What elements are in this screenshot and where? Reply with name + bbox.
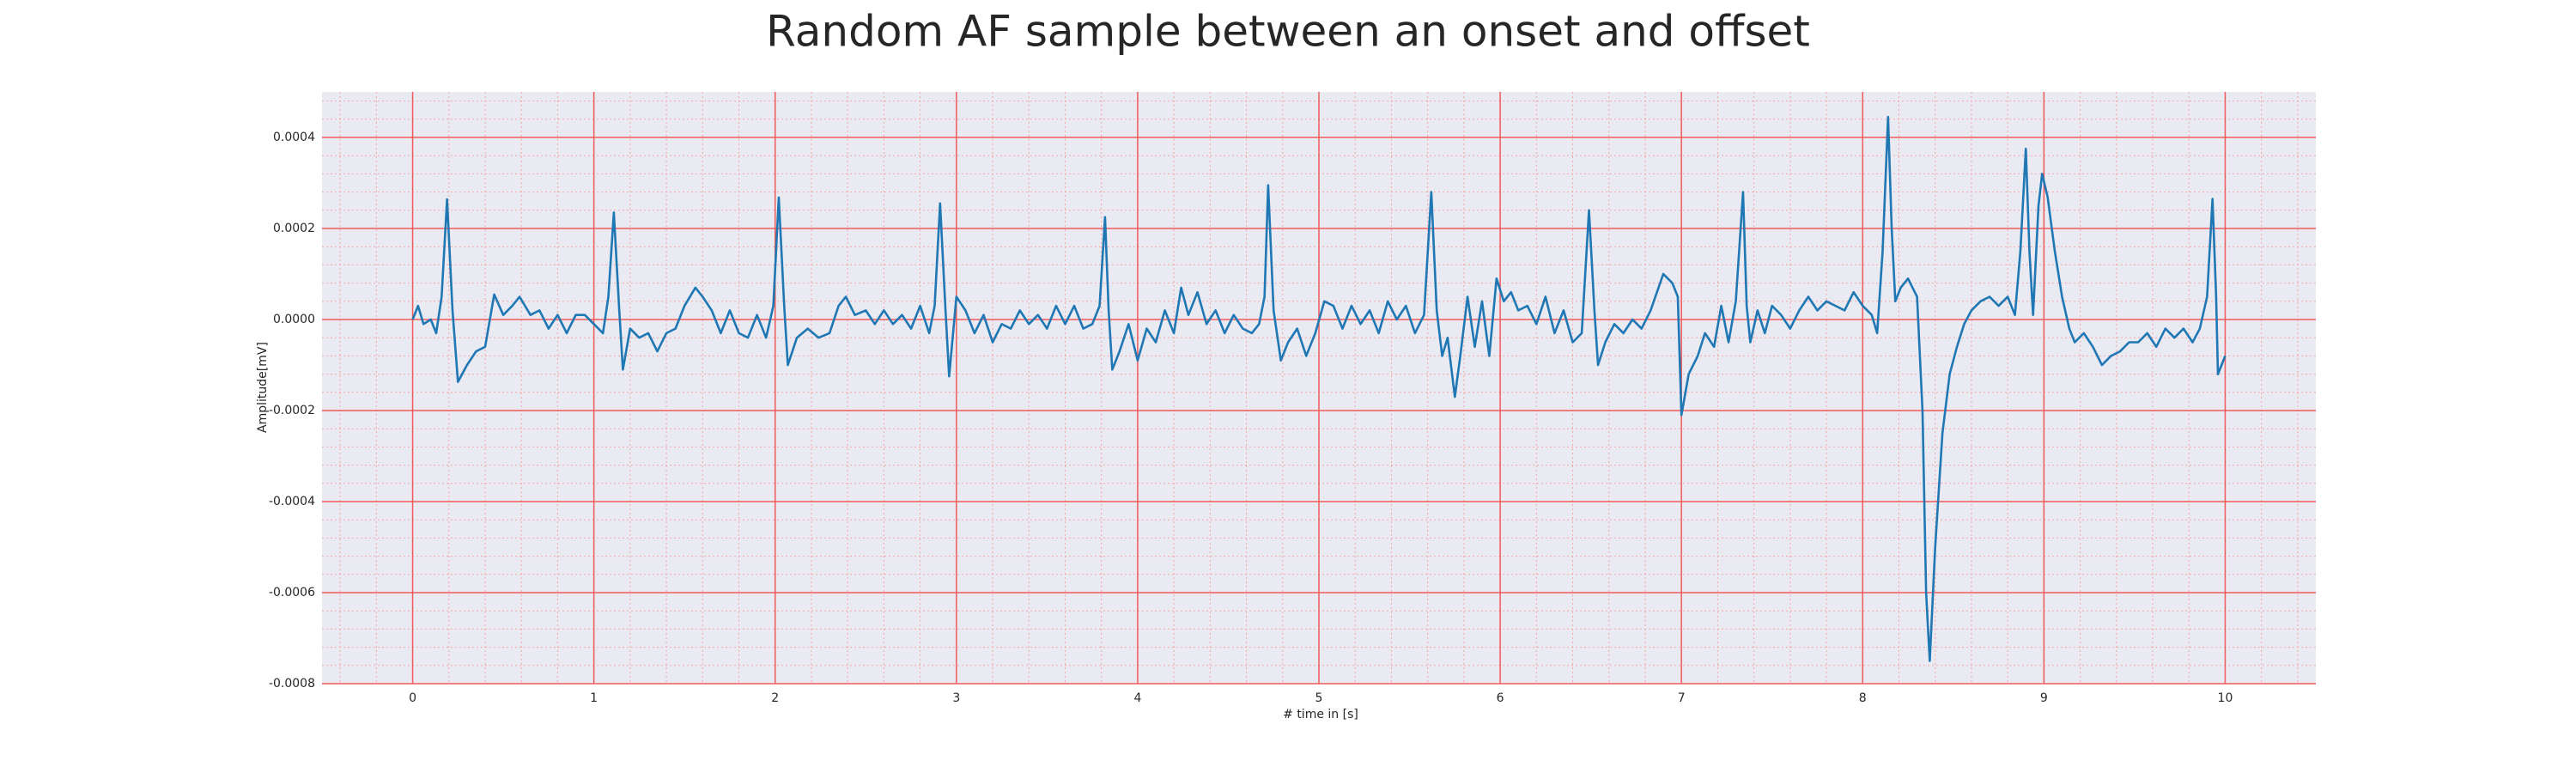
y-tick-label: -0.0002 bbox=[269, 404, 315, 417]
x-tick-label: 9 bbox=[2040, 691, 2048, 705]
y-axis-label: Amplitude[mV] bbox=[256, 342, 270, 433]
y-tick-label: -0.0004 bbox=[269, 495, 315, 508]
x-tick-label: 1 bbox=[590, 691, 598, 705]
y-tick-label: 0.0002 bbox=[273, 222, 315, 235]
y-tick-label: 0.0004 bbox=[273, 131, 315, 144]
x-tick-label: 3 bbox=[952, 691, 960, 705]
y-tick-label: 0.0000 bbox=[273, 313, 315, 326]
signal-line bbox=[411, 115, 2227, 662]
chart-title: Random AF sample between an onset and of… bbox=[766, 7, 1810, 57]
x-axis-label: # time in [s] bbox=[1283, 708, 1358, 721]
x-tick-label: 2 bbox=[771, 691, 779, 705]
x-tick-label: 10 bbox=[2218, 691, 2233, 705]
y-tick-label: -0.0008 bbox=[269, 677, 315, 691]
x-tick-label: 6 bbox=[1497, 691, 1504, 705]
x-tick-label: 0 bbox=[409, 691, 416, 705]
x-tick-label: 5 bbox=[1315, 691, 1323, 705]
x-tick-label: 4 bbox=[1133, 691, 1141, 705]
x-tick-label: 7 bbox=[1678, 691, 1686, 705]
x-tick-label: 8 bbox=[1859, 691, 1867, 705]
y-tick-label: -0.0006 bbox=[269, 586, 315, 600]
